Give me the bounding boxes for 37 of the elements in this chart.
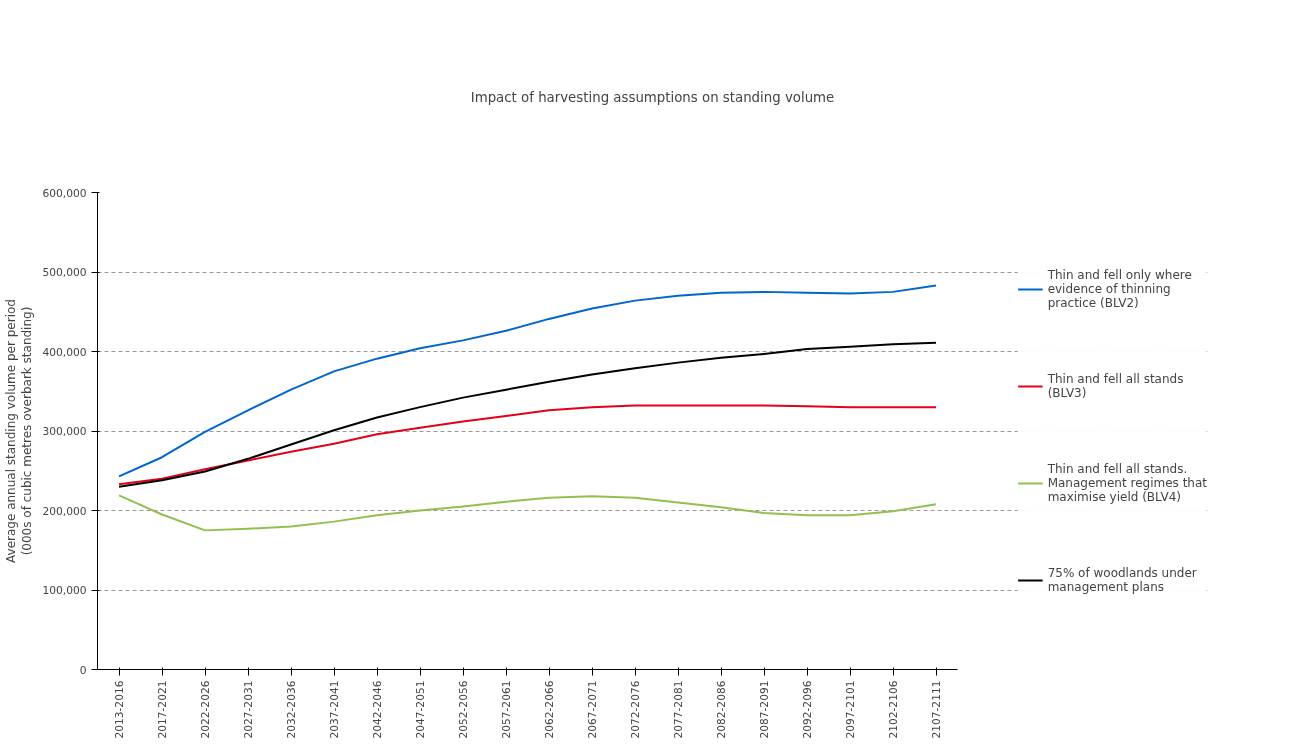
x-tick-label: 2052-2056: [457, 680, 470, 739]
y-axis-title: Average annual standing volume per period (000s of cubic metres overbark standing): [3, 299, 35, 563]
y-tick-label: 100,000: [42, 584, 87, 597]
x-tick-label: 2082-2086: [715, 680, 728, 739]
x-tick-label: 2097-2101: [844, 680, 857, 739]
y-tick-label: 200,000: [42, 504, 87, 518]
chart-title: Impact of harvesting assumptions on standing volume: [470, 90, 835, 105]
x-tick-label: 2037-2041: [328, 680, 341, 739]
line-series: [118, 341, 937, 488]
x-tick-label: 2102-2106: [887, 680, 900, 739]
legend-label: Thin and fell all stands (BLV3): [1047, 371, 1185, 400]
y-tick-label: 400,000: [42, 345, 87, 359]
x-tick-label: 2062-2066: [543, 680, 556, 739]
line-series: [118, 284, 937, 478]
x-tick-label: 2067-2071: [586, 680, 599, 739]
x-tick-label: 2057-2061: [500, 680, 513, 739]
x-tick-label: 2022-2026: [199, 680, 212, 739]
y-tick-label: 600,000: [42, 186, 87, 200]
legend-label: 75% of woodlands under management plans: [1047, 565, 1198, 594]
x-tick-label: 2047-2051: [414, 680, 427, 739]
y-tick-label: 300,000: [42, 425, 87, 438]
y-tick-label: 0: [79, 663, 87, 677]
x-tick-label: 2077-2081: [672, 680, 685, 739]
x-tick-label: 2017-2021: [156, 680, 169, 739]
x-tick-label: 2087-2091: [758, 680, 771, 739]
x-tick-label: 2092-2096: [801, 680, 814, 739]
y-tick-label: 500,000: [42, 266, 87, 279]
x-tick-label: 2013-2016: [113, 680, 126, 739]
x-tick-label: 2107-2111: [930, 680, 943, 739]
line-series: [118, 494, 937, 532]
legend-label: Thin and fell all stands. Management regimes that maximise yield (BLV4): [1047, 461, 1207, 504]
x-tick-label: 2042-2046: [371, 680, 384, 739]
line-series: [118, 404, 937, 486]
x-tick-label: 2027-2031: [242, 680, 255, 739]
x-tick-label: 2072-2076: [629, 680, 642, 739]
legend-label: Thin and fell only where evidence of thinning practice (BLV2): [1047, 267, 1193, 310]
x-tick-label: 2032-2036: [285, 680, 298, 739]
